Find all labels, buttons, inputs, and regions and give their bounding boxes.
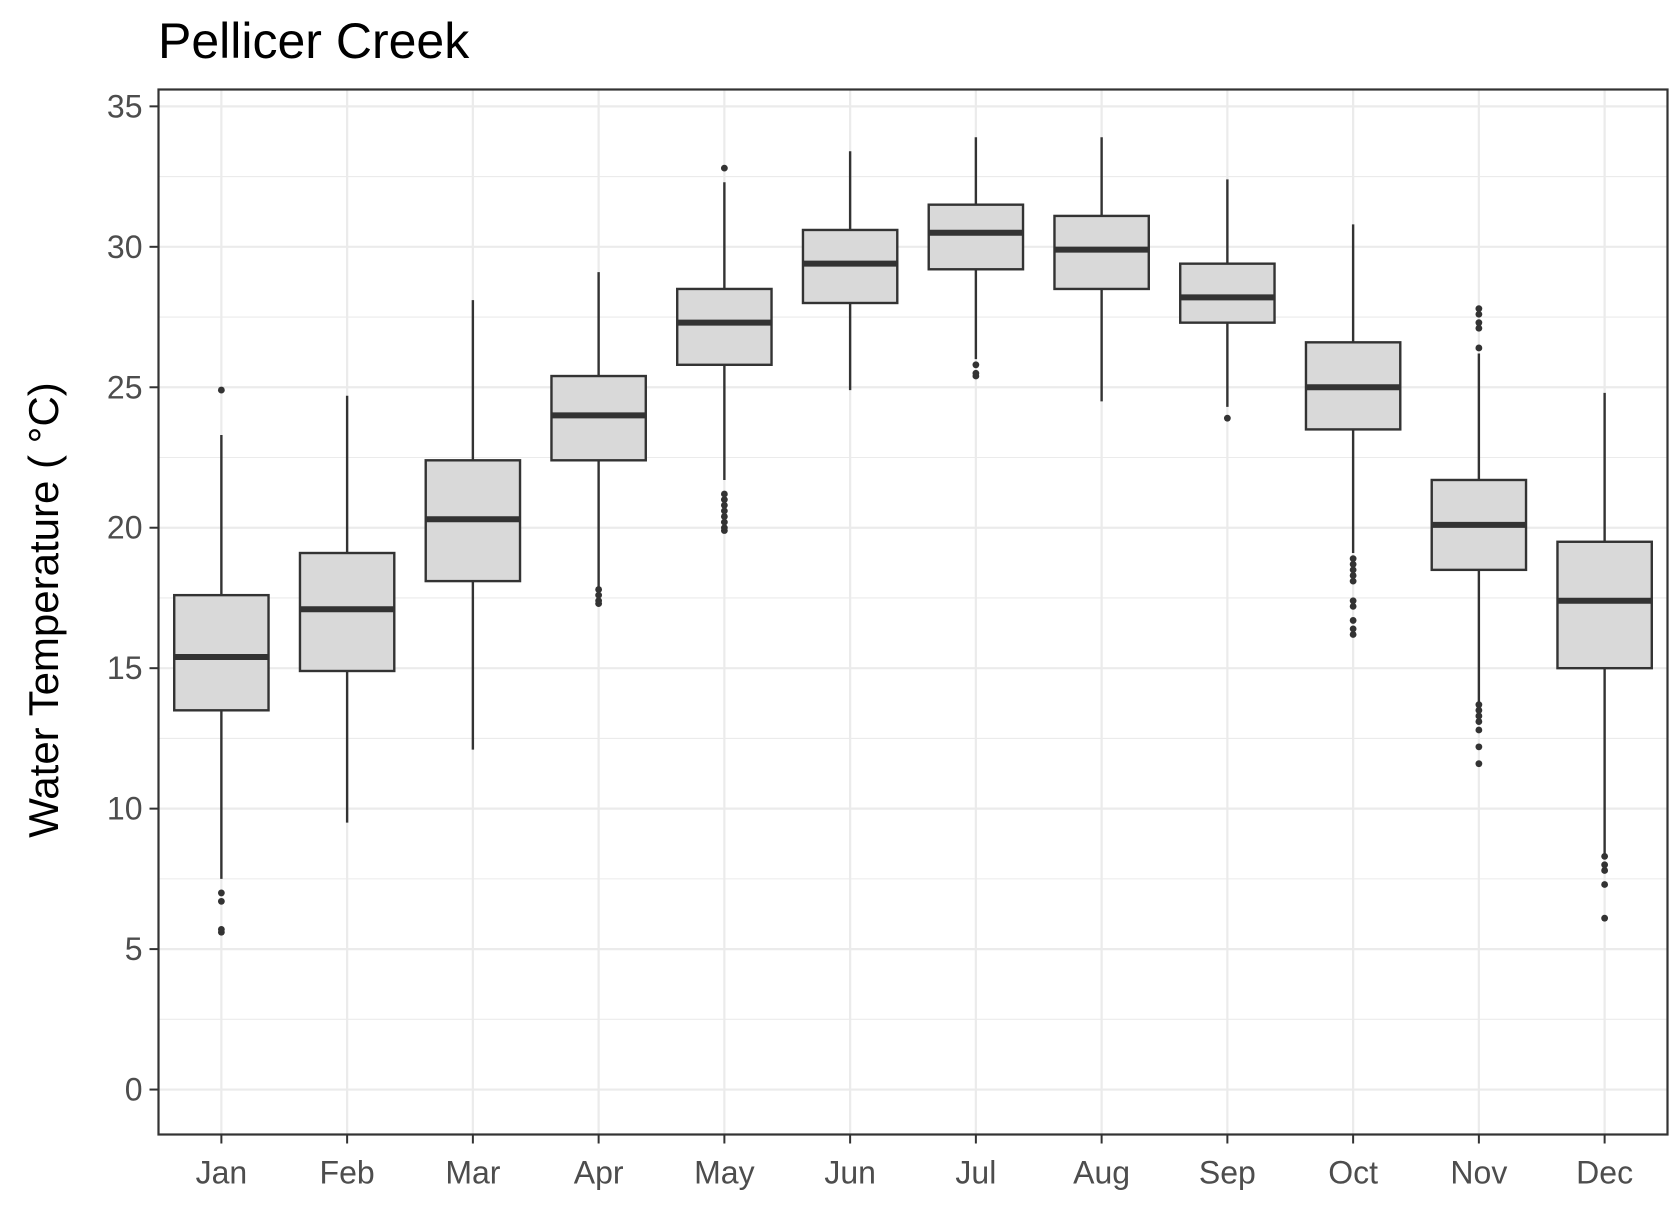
box-jun bbox=[801, 151, 899, 391]
y-tick-label: 10 bbox=[107, 791, 143, 827]
y-tick-label: 0 bbox=[125, 1072, 143, 1108]
outlier-point bbox=[1349, 631, 1357, 638]
outlier-point bbox=[1349, 572, 1357, 579]
outlier-point bbox=[217, 386, 225, 394]
chart-title: Pellicer Creek bbox=[158, 13, 470, 69]
x-tick-label: Aug bbox=[1073, 1155, 1130, 1191]
box-mar bbox=[424, 300, 522, 750]
y-tick-label: 35 bbox=[107, 88, 143, 124]
iqr-box bbox=[173, 593, 270, 712]
x-tick-label: Feb bbox=[320, 1155, 375, 1191]
outlier-point bbox=[720, 524, 728, 532]
y-tick-label: 30 bbox=[107, 229, 143, 265]
y-axis-label: Water Temperature ( °C) bbox=[20, 382, 67, 838]
outlier-point bbox=[1601, 852, 1609, 860]
outlier-point bbox=[1601, 867, 1609, 874]
outlier-point bbox=[1223, 414, 1231, 422]
x-tick-label: Jul bbox=[955, 1155, 996, 1191]
outlier-point bbox=[1475, 718, 1483, 725]
x-tick-label: Apr bbox=[574, 1155, 624, 1191]
outlier-point bbox=[1475, 324, 1483, 332]
outlier-point bbox=[1349, 566, 1357, 574]
x-tick-label: Nov bbox=[1450, 1155, 1507, 1191]
outlier-point bbox=[1601, 861, 1609, 869]
outlier-point bbox=[1349, 625, 1357, 633]
outlier-point bbox=[595, 586, 603, 593]
outlier-point bbox=[595, 591, 603, 599]
x-tick-label: Mar bbox=[445, 1155, 500, 1191]
outlier-point bbox=[1349, 597, 1357, 605]
outlier-point bbox=[720, 496, 728, 504]
outlier-point bbox=[1475, 701, 1483, 709]
outlier-point bbox=[1349, 560, 1357, 568]
outlier-point bbox=[217, 926, 225, 933]
y-tick-label: 5 bbox=[125, 931, 143, 967]
box-feb bbox=[298, 395, 396, 823]
iqr-box bbox=[1179, 262, 1276, 324]
outlier-point bbox=[720, 164, 728, 172]
iqr-box bbox=[1556, 540, 1653, 670]
y-axis: 0 5 10 15 20 25 30 35 bbox=[107, 88, 159, 1108]
iqr-box bbox=[676, 287, 773, 366]
iqr-box bbox=[927, 203, 1025, 271]
box-jul bbox=[927, 137, 1025, 380]
x-tick-label: Dec bbox=[1576, 1155, 1633, 1191]
outlier-point bbox=[1475, 726, 1483, 734]
outlier-point bbox=[1349, 602, 1357, 610]
outlier-point bbox=[1475, 743, 1483, 751]
box-may bbox=[676, 164, 773, 534]
outlier-point bbox=[1475, 706, 1483, 714]
outlier-point bbox=[720, 501, 728, 509]
y-tick-label: 20 bbox=[107, 510, 143, 546]
outlier-point bbox=[720, 513, 728, 520]
box-aug bbox=[1053, 137, 1150, 402]
outlier-point bbox=[1349, 555, 1357, 563]
outlier-point bbox=[1475, 319, 1483, 327]
outlier-point bbox=[1475, 712, 1483, 720]
plot-panel-border bbox=[157, 88, 1669, 1136]
outlier-point bbox=[1601, 914, 1609, 922]
outlier-point bbox=[972, 361, 980, 369]
outlier-point bbox=[595, 597, 603, 605]
outlier-point bbox=[720, 518, 728, 526]
x-axis: Jan Feb Mar Apr May Jun Jul Aug Sep Oct Nov Dec bbox=[196, 1134, 1633, 1191]
x-tick-label: Oct bbox=[1328, 1155, 1378, 1191]
outlier-point bbox=[1601, 881, 1609, 888]
outlier-point bbox=[217, 889, 225, 897]
outlier-point bbox=[1475, 305, 1483, 313]
box-oct bbox=[1304, 224, 1402, 638]
outlier-point bbox=[972, 369, 980, 377]
box-series bbox=[173, 137, 1653, 936]
x-tick-label: Jan bbox=[196, 1155, 248, 1191]
outlier-point bbox=[1349, 617, 1357, 624]
y-tick-label: 15 bbox=[107, 650, 143, 686]
outlier-point bbox=[1475, 760, 1483, 768]
box-nov bbox=[1430, 305, 1528, 768]
outlier-point bbox=[1475, 310, 1483, 318]
outlier-point bbox=[720, 490, 728, 498]
x-tick-label: May bbox=[694, 1155, 754, 1191]
box-apr bbox=[550, 272, 647, 607]
box-sep bbox=[1179, 179, 1276, 422]
x-tick-label: Jun bbox=[824, 1155, 876, 1191]
x-tick-label: Sep bbox=[1199, 1155, 1256, 1191]
outlier-point bbox=[1349, 577, 1357, 585]
y-tick-label: 25 bbox=[107, 369, 143, 405]
outlier-point bbox=[720, 507, 728, 515]
box-dec bbox=[1556, 392, 1653, 922]
box-jan bbox=[173, 386, 270, 936]
outlier-point bbox=[1475, 344, 1483, 352]
outlier-point bbox=[217, 897, 225, 905]
